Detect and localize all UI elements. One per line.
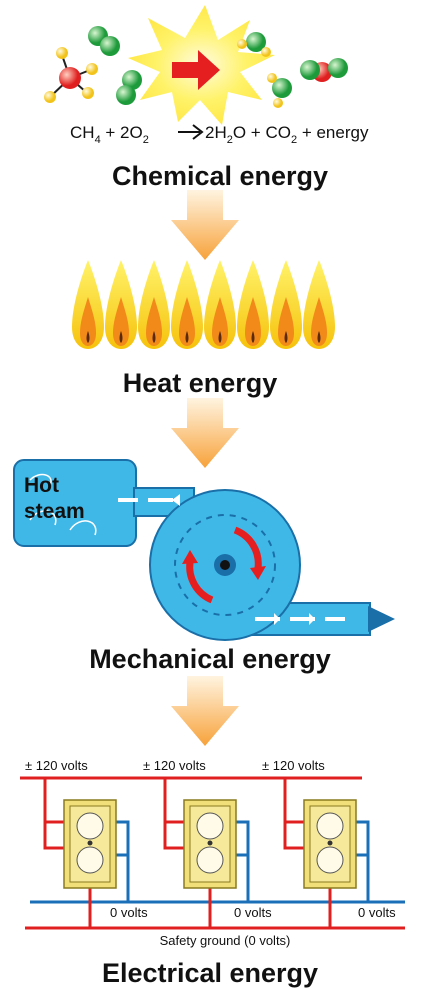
voltage-label: ± 120 volts: [25, 758, 88, 773]
stage-label: Heat energy: [123, 368, 278, 398]
voltage-label: ± 120 volts: [262, 758, 325, 773]
flow-arrow: [171, 190, 239, 260]
outlet: [303, 799, 357, 889]
outlet: [183, 799, 237, 889]
outlet: [63, 799, 117, 889]
equation: CH4 + 2O2: [70, 123, 149, 146]
voltage-label: 0 volts: [358, 905, 396, 920]
equation-products: 2H2O + CO2 + energy: [205, 123, 369, 146]
reaction-arrow: [178, 124, 204, 140]
voltage-label: 0 volts: [110, 905, 148, 920]
explosion: [128, 5, 275, 125]
steam-label: steam: [24, 500, 85, 523]
stage-label: Electrical energy: [102, 958, 318, 988]
molecules: [44, 26, 348, 108]
stage-label: Mechanical energy: [89, 644, 331, 674]
ground-label: Safety ground (0 volts): [160, 933, 291, 948]
flow-arrow: [171, 676, 239, 746]
flames: [72, 260, 335, 349]
voltage-label: 0 volts: [234, 905, 272, 920]
steam-label: Hot: [24, 474, 59, 497]
turbine: [13, 459, 395, 641]
stage-label: Chemical energy: [112, 161, 328, 191]
voltage-label: ± 120 volts: [143, 758, 206, 773]
flow-arrow: [171, 398, 239, 468]
